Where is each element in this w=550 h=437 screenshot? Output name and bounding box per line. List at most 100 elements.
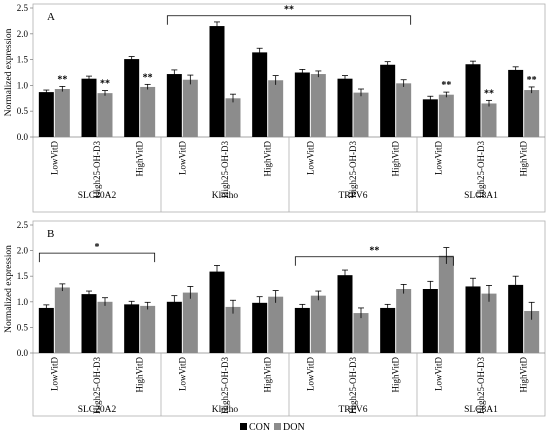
- bar-don: [524, 90, 540, 137]
- category-label: High25-OH-D3: [92, 357, 102, 414]
- bar-don: [54, 287, 70, 353]
- bar-don: [481, 293, 497, 353]
- bar-don: [353, 92, 369, 137]
- category-label: High25-OH-D3: [348, 141, 358, 198]
- y-tick-label: 1.5: [17, 271, 29, 281]
- significance-mark: **: [441, 80, 451, 91]
- legend-swatch-don: [274, 423, 281, 430]
- significance-bracket: [166, 15, 412, 25]
- bar-con: [209, 26, 225, 138]
- bar-con: [38, 307, 54, 353]
- bar-con: [81, 294, 97, 353]
- bar-con: [38, 92, 54, 137]
- bar-don: [225, 306, 241, 353]
- category-label: High25-OH-D3: [476, 357, 486, 414]
- category-label: HighVitD: [263, 357, 273, 393]
- bar-con: [380, 307, 396, 353]
- y-axis-label: Normalized expression: [4, 28, 14, 116]
- category-label: LowVitD: [433, 141, 443, 175]
- panel-a: 0.0 0.5 1.0 1.5 2.0 2.5 Normalized expression A…: [4, 3, 546, 213]
- y-tick-label: 2.0: [17, 29, 29, 39]
- y-tick-label: 0.0: [17, 348, 29, 358]
- y-tick-label: 0.0: [17, 132, 29, 142]
- group-label: SLC8A1: [464, 191, 498, 201]
- y-tick-label: 2.5: [17, 220, 29, 230]
- category-label: High25-OH-D3: [92, 141, 102, 198]
- category-label: High25-OH-D3: [348, 357, 358, 414]
- bar-don: [396, 83, 412, 137]
- y-tick-label: 1.0: [17, 297, 29, 307]
- bar-con: [465, 64, 481, 137]
- bar-con: [124, 304, 140, 353]
- bar-don: [268, 296, 284, 353]
- group-label: SLC8A1: [464, 405, 498, 415]
- bar-don: [140, 86, 156, 137]
- bar-don: [268, 80, 284, 137]
- group-label: Klotho: [212, 405, 239, 415]
- bar-don: [182, 79, 198, 137]
- category-label: LowVitD: [49, 357, 59, 391]
- category-label: LowVitD: [305, 141, 315, 175]
- y-tick-label: 0.5: [17, 322, 29, 332]
- category-label: HighVitD: [135, 357, 145, 393]
- bar-con: [337, 78, 353, 137]
- significance-mark: **: [57, 74, 67, 85]
- bar-con: [508, 284, 524, 353]
- category-label: LowVitD: [433, 357, 443, 391]
- category-label: LowVitD: [49, 141, 59, 175]
- bar-con: [124, 59, 140, 137]
- bar-don: [97, 301, 113, 353]
- bar-con: [294, 307, 310, 353]
- y-axis-label: Normalized expression: [4, 245, 14, 333]
- category-label: High25-OH-D3: [220, 357, 230, 414]
- category-label: HighVitD: [391, 357, 401, 393]
- bar-don: [524, 311, 540, 353]
- bar-con: [166, 301, 182, 353]
- significance-mark: **: [527, 75, 537, 86]
- category-label: HighVitD: [263, 141, 273, 177]
- legend-swatch-con: [240, 423, 247, 430]
- significance-mark: **: [100, 79, 110, 90]
- group-label: SLC20A2: [78, 191, 117, 201]
- bar-con: [81, 78, 97, 137]
- bar-don: [310, 295, 326, 353]
- bracket-mark: **: [284, 5, 294, 16]
- bar-don: [54, 89, 70, 137]
- bar-con: [508, 69, 524, 137]
- bracket-mark: *: [95, 242, 100, 253]
- bar-don: [182, 292, 198, 353]
- significance-bracket: [38, 252, 156, 263]
- category-label: HighVitD: [519, 141, 529, 177]
- bar-don: [140, 305, 156, 353]
- y-tick-label: 1.5: [17, 55, 29, 65]
- significance-mark: **: [484, 88, 494, 99]
- significance-bracket: [294, 256, 454, 266]
- group-label: TRPV6: [338, 405, 367, 415]
- significance-mark: **: [143, 72, 153, 83]
- category-label: HighVitD: [391, 141, 401, 177]
- category-label: HighVitD: [135, 141, 145, 177]
- bar-don: [438, 94, 454, 137]
- bar-con: [422, 289, 438, 353]
- group-label: Klotho: [212, 191, 239, 201]
- bar-con: [380, 64, 396, 137]
- bar-don: [396, 289, 412, 353]
- category-label: LowVitD: [177, 357, 187, 391]
- bar-con: [166, 74, 182, 137]
- category-label: LowVitD: [177, 141, 187, 175]
- bar-don: [97, 93, 113, 137]
- group-label: TRPV6: [338, 191, 367, 201]
- bar-don: [481, 103, 497, 137]
- bar-con: [465, 286, 481, 353]
- bracket-mark: **: [369, 246, 379, 257]
- legend-label-con: CON: [249, 422, 270, 433]
- bar-don: [225, 98, 241, 137]
- bar-con: [252, 302, 268, 353]
- bar-con: [337, 275, 353, 353]
- bar-con: [209, 271, 225, 353]
- y-tick-label: 0.5: [17, 106, 29, 116]
- category-label: High25-OH-D3: [220, 141, 230, 198]
- bar-don: [438, 255, 454, 353]
- y-tick-label: 2.5: [17, 3, 29, 13]
